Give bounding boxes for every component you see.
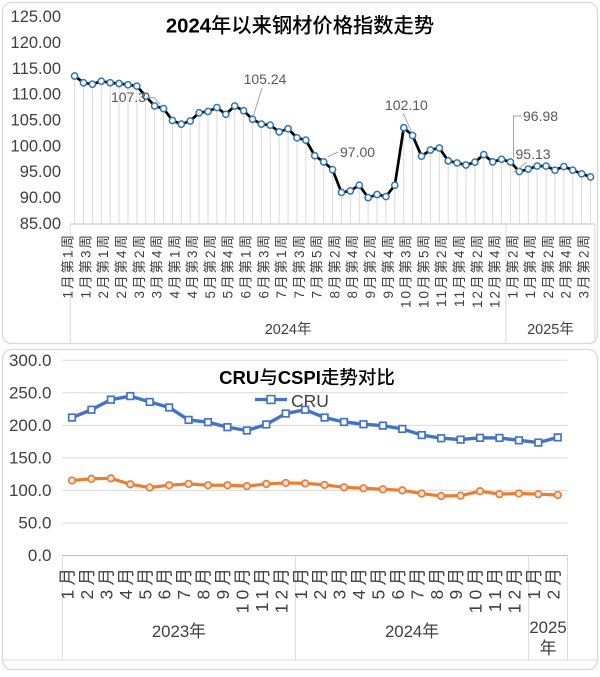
svg-text:200.0: 200.0 [9, 416, 52, 435]
svg-text:1月: 1月 [58, 564, 78, 600]
svg-text:9月: 9月 [213, 564, 233, 600]
svg-text:7月第3周: 7月第3周 [291, 233, 307, 299]
svg-text:9月第2周: 9月第2周 [362, 233, 378, 299]
svg-text:107.3: 107.3 [111, 89, 146, 105]
svg-text:12月第4周: 12月第4周 [487, 233, 503, 308]
svg-text:8月: 8月 [427, 564, 447, 600]
svg-text:2025: 2025 [529, 618, 566, 637]
svg-text:1月第1周: 1月第1周 [60, 233, 76, 299]
svg-text:85.00: 85.00 [20, 215, 61, 233]
svg-text:8月第2周: 8月第2周 [326, 233, 342, 299]
svg-text:6月: 6月 [388, 564, 408, 600]
svg-text:97.00: 97.00 [340, 144, 375, 160]
svg-text:300.0: 300.0 [9, 351, 52, 370]
svg-text:3月: 3月 [96, 564, 116, 600]
svg-text:7月第5周: 7月第5周 [309, 233, 325, 299]
svg-text:11月第4周: 11月第4周 [451, 233, 467, 307]
svg-text:6月: 6月 [155, 564, 175, 600]
svg-text:8月: 8月 [194, 564, 214, 600]
svg-text:5月: 5月 [368, 564, 388, 600]
svg-text:12月: 12月 [271, 564, 291, 614]
svg-text:96.98: 96.98 [523, 108, 558, 124]
svg-text:6月第3周: 6月第3周 [255, 233, 271, 299]
svg-text:2023年: 2023年 [152, 622, 206, 641]
svg-text:2月: 2月 [310, 564, 330, 600]
svg-text:2025年: 2025年 [527, 321, 574, 338]
svg-text:6月第1周: 6月第1周 [238, 233, 254, 299]
svg-text:2月第1周: 2月第1周 [95, 233, 111, 299]
svg-text:10月第5周: 10月第5周 [415, 233, 431, 308]
svg-text:50.0: 50.0 [18, 514, 51, 533]
svg-text:1月: 1月 [524, 564, 544, 600]
svg-text:7月第1周: 7月第1周 [273, 233, 289, 299]
svg-text:3月: 3月 [330, 564, 350, 600]
svg-text:CRU与CSPI走势对比: CRU与CSPI走势对比 [219, 367, 395, 388]
svg-text:5月第2周: 5月第2周 [202, 233, 218, 299]
svg-text:7月: 7月 [174, 564, 194, 600]
svg-text:年: 年 [540, 639, 557, 658]
svg-text:9月第4周: 9月第4周 [380, 233, 396, 299]
svg-text:11月第2周: 11月第2周 [433, 233, 449, 307]
svg-text:5月第4周: 5月第4周 [220, 233, 236, 299]
svg-text:9月: 9月 [446, 564, 466, 600]
svg-text:2024年: 2024年 [265, 321, 312, 338]
svg-text:4月: 4月 [349, 564, 369, 600]
svg-text:1月: 1月 [291, 564, 311, 600]
svg-text:10月第3周: 10月第3周 [398, 233, 414, 308]
svg-text:95.13: 95.13 [516, 146, 551, 162]
svg-text:12月第2周: 12月第2周 [469, 233, 485, 308]
svg-text:2月第4周: 2月第4周 [113, 233, 129, 299]
svg-text:250.0: 250.0 [9, 383, 52, 402]
svg-text:8月第4周: 8月第4周 [344, 233, 360, 299]
svg-text:10月: 10月 [466, 564, 486, 614]
svg-text:11月: 11月 [485, 564, 505, 612]
svg-text:1月第4周: 1月第4周 [522, 233, 538, 299]
svg-text:3月第2周: 3月第2周 [576, 233, 592, 299]
svg-text:7月: 7月 [407, 564, 427, 600]
svg-text:CRU: CRU [291, 391, 329, 411]
svg-text:5月: 5月 [135, 564, 155, 600]
svg-text:120.00: 120.00 [11, 34, 61, 52]
svg-text:2月第2周: 2月第2周 [540, 233, 556, 299]
svg-text:115.00: 115.00 [12, 60, 61, 78]
svg-text:95.00: 95.00 [20, 163, 61, 181]
svg-text:100.0: 100.0 [9, 481, 52, 500]
svg-text:11月: 11月 [252, 564, 272, 612]
svg-text:2024年以来钢材价格指数走势: 2024年以来钢材价格指数走势 [166, 15, 434, 38]
svg-text:105.24: 105.24 [244, 71, 287, 87]
svg-text:3月第4周: 3月第4周 [149, 233, 165, 299]
svg-text:105.00: 105.00 [11, 112, 61, 130]
svg-text:2024年: 2024年 [385, 622, 439, 641]
svg-text:102.10: 102.10 [385, 97, 428, 113]
svg-text:90.00: 90.00 [20, 189, 61, 207]
svg-text:1月第3周: 1月第3周 [77, 233, 93, 299]
svg-text:2月: 2月 [543, 564, 563, 600]
svg-text:0.0: 0.0 [28, 546, 52, 565]
svg-text:4月第3周: 4月第3周 [184, 233, 200, 299]
svg-text:2月: 2月 [77, 564, 97, 600]
svg-text:125.00: 125.00 [11, 8, 61, 26]
svg-text:3月第2周: 3月第2周 [131, 233, 147, 299]
svg-text:12月: 12月 [504, 564, 524, 614]
svg-text:100.00: 100.00 [11, 137, 61, 155]
svg-text:110.00: 110.00 [12, 86, 61, 104]
svg-text:4月: 4月 [116, 564, 136, 600]
svg-text:10月: 10月 [232, 564, 252, 614]
svg-text:1月第2周: 1月第2周 [504, 233, 520, 299]
svg-text:150.0: 150.0 [9, 448, 52, 467]
svg-text:2月第4周: 2月第4周 [558, 233, 574, 299]
svg-text:4月第1周: 4月第1周 [166, 233, 182, 299]
